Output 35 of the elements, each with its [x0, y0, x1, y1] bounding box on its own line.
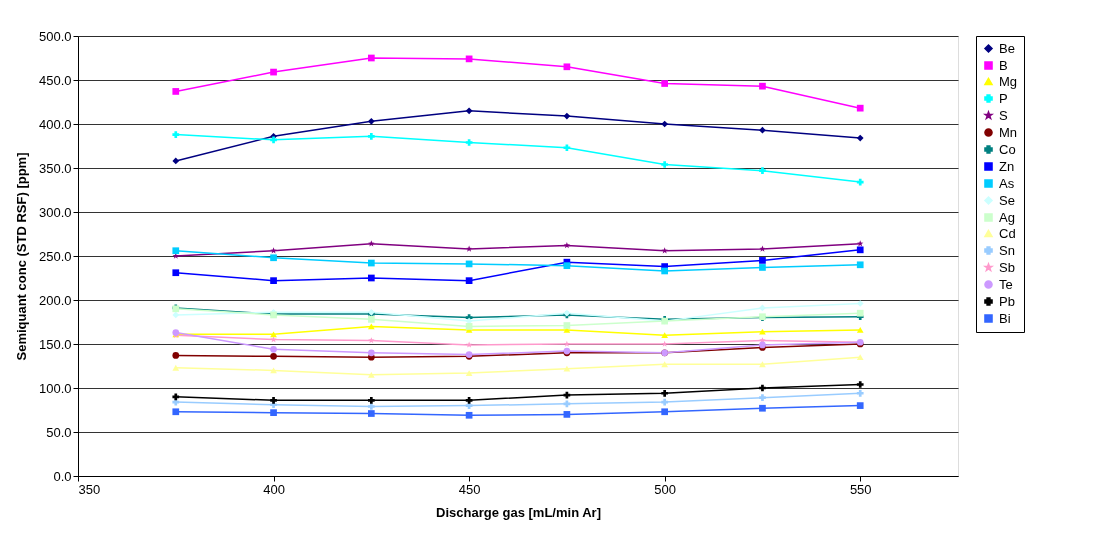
- legend-label: Pb: [999, 293, 1015, 309]
- legend-label: Co: [999, 141, 1016, 157]
- y-tick-label: 50.0: [46, 424, 72, 440]
- x-tick-label: 550: [849, 481, 872, 497]
- legend-label: B: [999, 57, 1008, 73]
- legend-label: Sb: [999, 259, 1015, 275]
- legend-label: P: [999, 90, 1008, 106]
- legend-label: Sn: [999, 242, 1015, 258]
- y-axis-title: Semiquant conc (STD RSF) [ppm]: [13, 152, 29, 361]
- y-tick-label: 0.0: [53, 468, 72, 484]
- y-tick-label: 300.0: [38, 204, 72, 220]
- y-tick-label: 400.0: [38, 116, 72, 132]
- x-tick-label: 500: [654, 481, 677, 497]
- x-tick-label: 400: [263, 481, 285, 497]
- legend-label: As: [999, 175, 1015, 191]
- legend-label: Cd: [999, 225, 1016, 241]
- legend-label: Be: [999, 40, 1015, 56]
- y-tick-label: 350.0: [38, 160, 72, 176]
- legend-label: S: [999, 107, 1008, 123]
- y-tick-label: 450.0: [38, 72, 72, 88]
- legend-label: Te: [999, 276, 1013, 292]
- legend-label: Se: [999, 192, 1015, 208]
- x-tick-label: 350: [78, 481, 101, 497]
- x-axis-title: Discharge gas [mL/min Ar]: [436, 504, 601, 520]
- legend-label: Bi: [999, 310, 1011, 326]
- y-tick-label: 250.0: [38, 248, 72, 264]
- legend-label: Mn: [999, 124, 1018, 140]
- y-tick-label: 500.0: [38, 28, 72, 44]
- y-tick-label: 150.0: [38, 336, 72, 352]
- y-tick-label: 100.0: [38, 380, 72, 396]
- legend-label: Zn: [999, 158, 1015, 174]
- x-tick-label: 450: [458, 481, 481, 497]
- legend-label: Ag: [999, 209, 1015, 225]
- y-tick-label: 200.0: [38, 292, 72, 308]
- legend-label: Mg: [999, 73, 1018, 89]
